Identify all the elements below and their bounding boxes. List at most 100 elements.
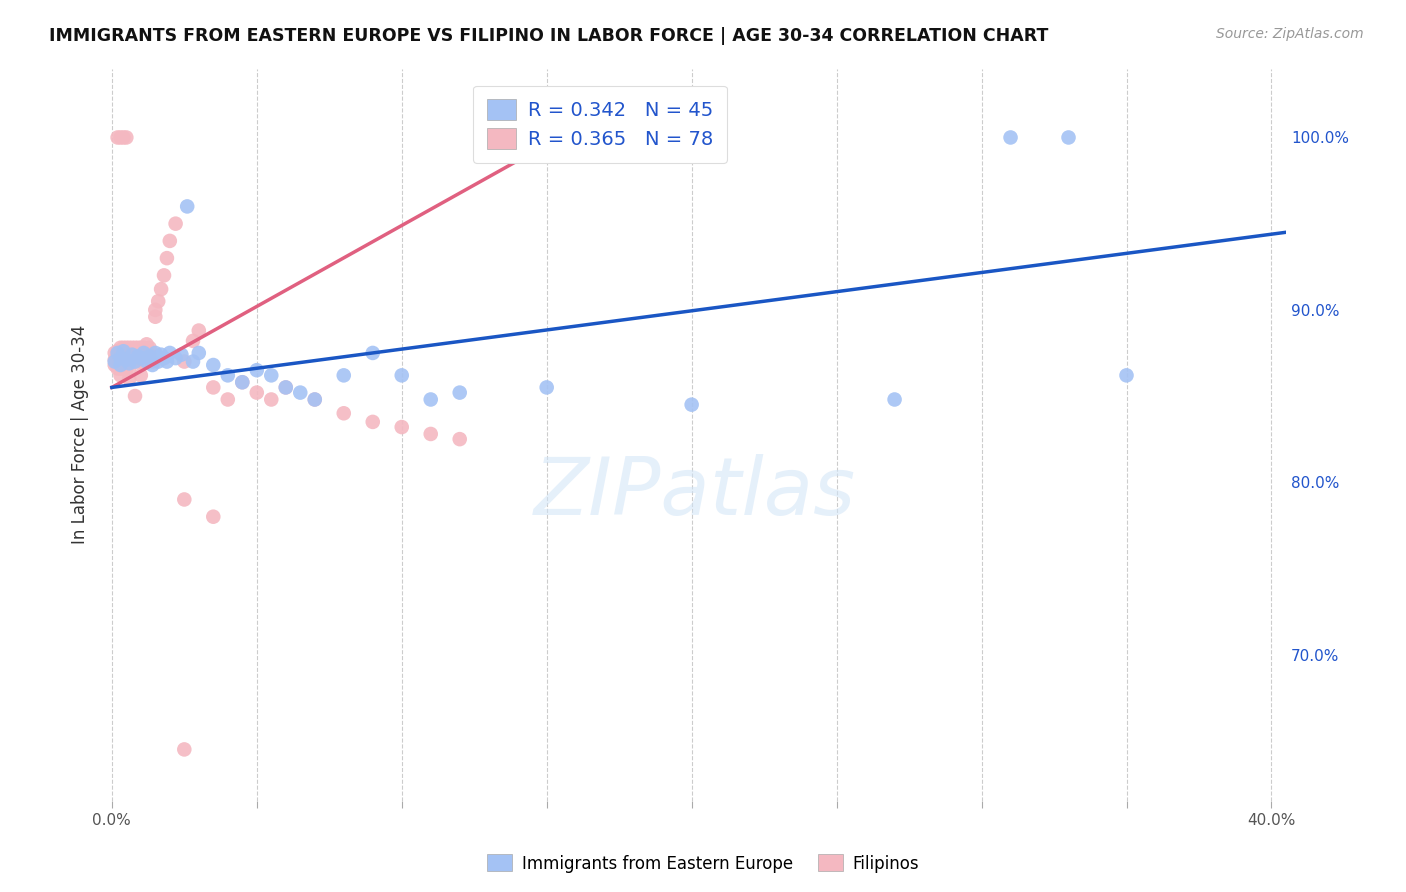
Point [202,358,225,372]
Legend: R = 0.342   N = 45, R = 0.365   N = 78: R = 0.342 N = 45, R = 0.365 N = 78 [474,86,727,163]
Point [1000,130,1022,145]
Point [165,351,187,365]
Point [107,361,129,376]
Point [153,351,176,365]
Point [135,337,157,351]
Point [419,392,441,407]
Point [132,348,155,362]
Point [141,358,163,372]
Point [332,406,354,420]
Point [110,351,132,365]
Point [121,348,143,362]
Point [173,742,195,756]
Point [132,341,155,355]
Point [138,350,160,364]
Point [143,310,166,324]
Point [129,341,152,355]
Point [104,352,127,367]
Point [132,346,155,360]
Point [129,348,152,362]
Point [165,217,187,231]
Point [246,385,269,400]
Point [110,361,132,376]
Point [110,354,132,368]
Point [127,348,149,362]
Point [121,341,143,355]
Point [107,346,129,360]
Point [118,354,141,368]
Point [110,130,132,145]
Text: Source: ZipAtlas.com: Source: ZipAtlas.com [1216,27,1364,41]
Point [290,385,312,400]
Point [202,380,225,394]
Point [124,341,146,355]
Point [104,358,127,372]
Point [304,392,326,407]
Point [104,346,127,360]
Point [1115,368,1137,383]
Point [274,380,297,394]
Point [156,251,179,265]
Point [112,348,135,362]
Point [187,346,209,360]
Point [143,302,166,317]
Point [246,363,269,377]
Point [170,348,193,362]
Point [150,348,173,362]
Point [124,348,146,362]
Point [127,341,149,355]
Point [129,351,152,365]
Point [141,354,163,368]
Point [173,492,195,507]
Point [181,354,204,368]
Point [391,420,413,434]
Point [260,392,283,407]
Point [124,354,146,368]
Point [129,368,152,383]
Point [681,398,703,412]
Point [304,392,326,407]
Point [115,352,138,367]
Point [107,130,129,145]
Point [419,427,441,442]
Point [176,199,198,213]
Point [127,354,149,368]
Point [391,368,413,383]
Point [883,392,905,407]
Point [112,344,135,359]
Point [107,344,129,359]
Point [148,354,170,368]
Point [110,368,132,383]
Point [124,354,146,368]
Point [115,361,138,376]
Point [118,348,141,362]
Point [173,354,195,368]
Point [156,354,179,368]
Point [135,354,157,368]
Point [159,234,181,248]
Point [110,341,132,355]
Text: ZIPatlas: ZIPatlas [533,454,856,533]
Point [217,392,239,407]
Point [135,344,157,359]
Point [202,509,225,524]
Point [231,376,253,390]
Text: IMMIGRANTS FROM EASTERN EUROPE VS FILIPINO IN LABOR FORCE | AGE 30-34 CORRELATIO: IMMIGRANTS FROM EASTERN EUROPE VS FILIPI… [49,27,1049,45]
Point [274,380,297,394]
Point [121,351,143,365]
Point [118,341,141,355]
Point [536,380,558,394]
Point [260,368,283,383]
Point [112,361,135,376]
Point [361,346,384,360]
Point [449,385,471,400]
Legend: Immigrants from Eastern Europe, Filipinos: Immigrants from Eastern Europe, Filipino… [479,847,927,880]
Point [332,368,354,383]
Point [361,415,384,429]
Point [121,348,143,362]
Point [187,324,209,338]
Point [110,358,132,372]
Point [107,354,129,368]
Point [127,350,149,364]
Point [110,348,132,362]
